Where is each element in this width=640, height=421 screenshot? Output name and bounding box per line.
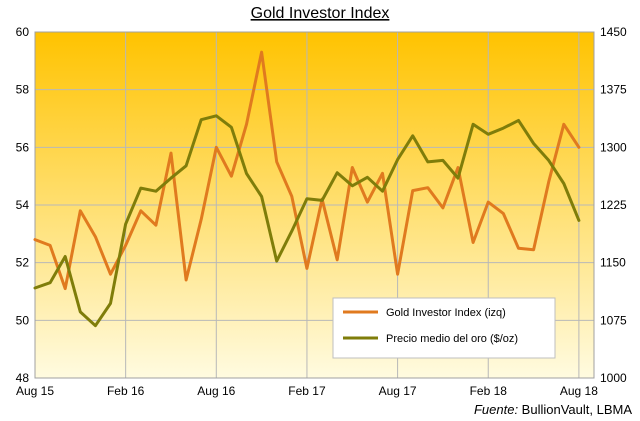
gridlines	[34, 31, 595, 379]
y-left-tick-label: 58	[16, 83, 30, 97]
y-right-tick-label: 1000	[600, 371, 627, 385]
x-tick-label: Aug 15	[16, 384, 54, 398]
y-axis-left-ticks: 48 50 52 54 56 58 60	[16, 25, 30, 385]
legend-box	[332, 297, 556, 359]
y-left-tick-label: 60	[16, 25, 30, 39]
plot-border	[34, 31, 595, 379]
x-tick-label: Aug 16	[197, 384, 235, 398]
x-tick-label: Aug 17	[379, 384, 417, 398]
y-right-tick-label: 1300	[600, 140, 627, 154]
series-line-gold-price	[33, 114, 581, 328]
y-right-tick-label: 1150	[600, 256, 626, 270]
y-left-tick-label: 50	[16, 313, 30, 327]
y-left-tick-label: 54	[16, 198, 30, 212]
y-right-tick-label: 1375	[600, 83, 627, 97]
legend: Gold Investor Index (izq) Precio medio d…	[332, 297, 556, 359]
x-tick-label: Feb 18	[470, 384, 508, 398]
y-left-tick-label: 56	[16, 140, 30, 154]
y-right-tick-label: 1225	[600, 198, 627, 212]
series-line-gold-investor-index	[33, 50, 581, 291]
legend-label-gold-price: Precio medio del oro ($/oz)	[386, 333, 518, 345]
chart-title: Gold Investor Index	[251, 5, 390, 22]
legend-label-gii: Gold Investor Index (izq)	[386, 307, 506, 319]
y-right-tick-label: 1075	[600, 313, 627, 327]
y-left-tick-label: 48	[16, 371, 30, 385]
series-lines	[33, 50, 581, 328]
y-left-tick-label: 52	[16, 256, 30, 270]
x-axis-ticks: Aug 15 Feb 16 Aug 16 Feb 17 Aug 17 Feb 18 Aug …	[16, 384, 598, 398]
y-axis-right-ticks: 1000 1075 1150 1225 1300 1375 1450	[600, 25, 627, 385]
y-right-tick-label: 1450	[600, 25, 627, 39]
x-tick-label: Feb 17	[288, 384, 326, 398]
x-tick-label: Aug 18	[560, 384, 598, 398]
x-tick-label: Feb 16	[107, 384, 145, 398]
source-note: Fuente: BullionVault, LBMA	[474, 402, 632, 417]
